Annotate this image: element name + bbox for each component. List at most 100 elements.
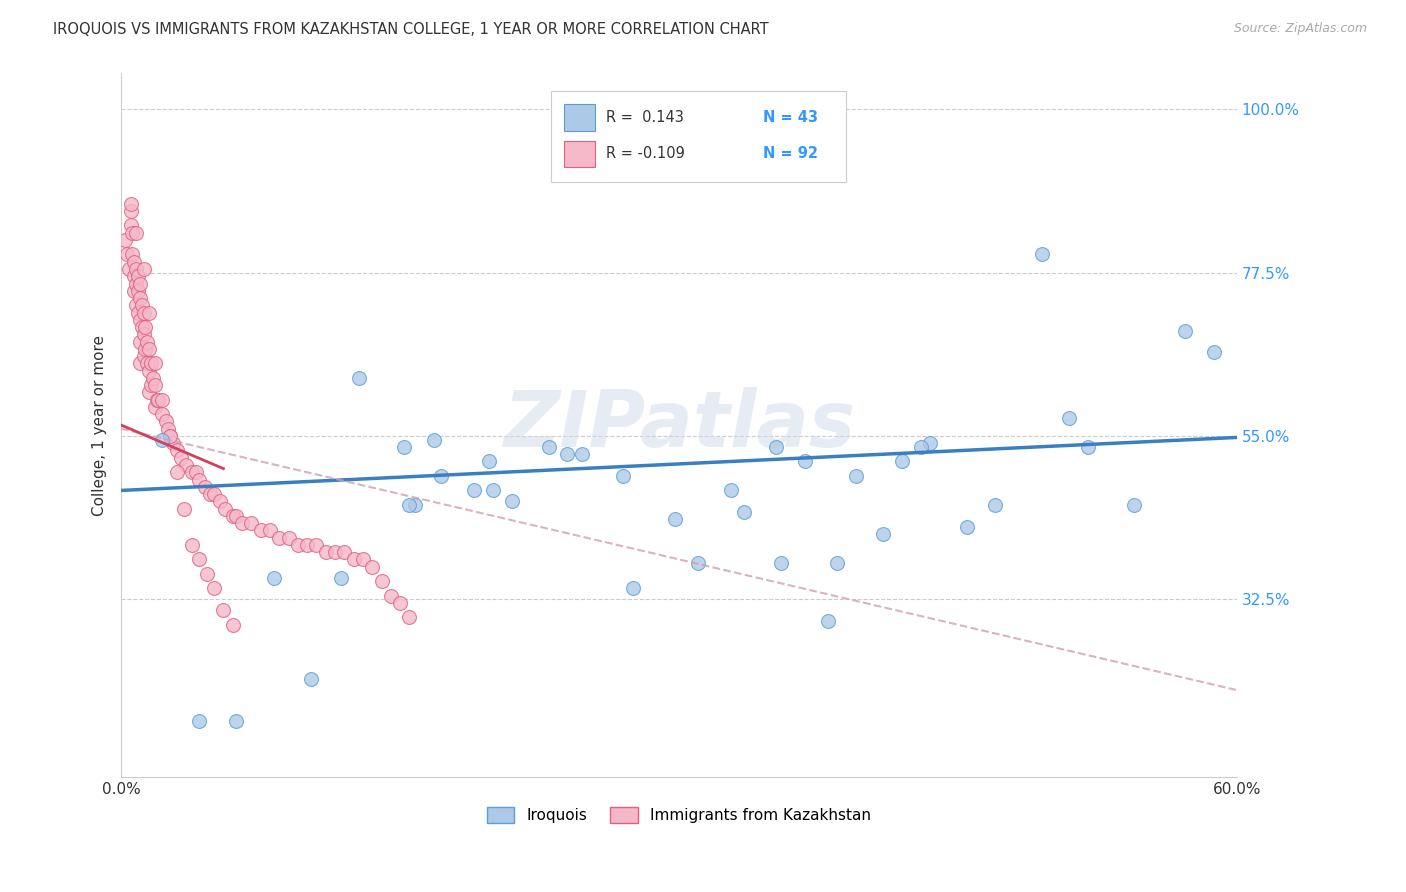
FancyBboxPatch shape	[551, 91, 846, 182]
Point	[222, 617, 245, 632]
Point	[194, 480, 217, 494]
Point	[686, 556, 709, 570]
Point	[422, 433, 444, 447]
Point	[621, 582, 644, 596]
Point	[166, 443, 188, 458]
Point	[121, 247, 143, 261]
Point	[156, 422, 179, 436]
Point	[482, 483, 505, 498]
Point	[259, 524, 281, 538]
Point	[333, 545, 356, 559]
Point	[343, 552, 366, 566]
Point	[138, 385, 160, 400]
Point	[1174, 324, 1197, 338]
Point	[370, 574, 392, 589]
Point	[180, 538, 202, 552]
Point	[174, 458, 197, 472]
Point	[212, 603, 235, 617]
Point	[162, 436, 184, 450]
Point	[295, 538, 318, 552]
Point	[132, 262, 155, 277]
Point	[115, 247, 138, 261]
Point	[1204, 345, 1226, 359]
Point	[398, 498, 420, 512]
Point	[202, 487, 225, 501]
Point	[315, 545, 337, 559]
Point	[142, 371, 165, 385]
Point	[150, 407, 173, 421]
Point	[872, 527, 894, 541]
Point	[127, 284, 149, 298]
Point	[225, 714, 247, 728]
Point	[122, 269, 145, 284]
Point	[501, 494, 523, 508]
FancyBboxPatch shape	[564, 141, 595, 168]
Point	[170, 450, 193, 465]
Point	[148, 392, 170, 407]
Point	[128, 291, 150, 305]
Text: R = -0.109: R = -0.109	[606, 146, 685, 161]
Point	[125, 277, 148, 291]
Point	[817, 614, 839, 628]
Point	[131, 298, 153, 312]
Point	[765, 440, 787, 454]
Point	[891, 454, 914, 468]
Point	[612, 469, 634, 483]
Point	[125, 298, 148, 312]
Point	[139, 378, 162, 392]
Point	[159, 429, 181, 443]
Point	[380, 589, 402, 603]
Point	[240, 516, 263, 530]
Legend: Iroquois, Immigrants from Kazakhstan: Iroquois, Immigrants from Kazakhstan	[481, 801, 877, 830]
Point	[134, 320, 156, 334]
Point	[132, 305, 155, 319]
Point	[122, 254, 145, 268]
Point	[398, 610, 420, 624]
Point	[150, 433, 173, 447]
Point	[145, 392, 167, 407]
Point	[180, 465, 202, 479]
Point	[389, 596, 412, 610]
Point	[984, 498, 1007, 512]
Point	[794, 454, 817, 468]
Point	[287, 538, 309, 552]
Point	[277, 531, 299, 545]
Point	[128, 313, 150, 327]
Point	[299, 672, 322, 686]
Point	[557, 447, 579, 461]
Point	[127, 305, 149, 319]
Point	[188, 714, 211, 728]
Point	[143, 356, 166, 370]
Point	[159, 429, 181, 443]
Point	[136, 356, 159, 370]
Point	[138, 305, 160, 319]
Point	[121, 226, 143, 240]
Point	[404, 498, 426, 512]
Point	[1031, 247, 1053, 261]
Point	[120, 219, 142, 233]
Y-axis label: College, 1 year or more: College, 1 year or more	[93, 334, 107, 516]
Point	[269, 531, 291, 545]
Point	[125, 262, 148, 277]
Point	[143, 378, 166, 392]
Point	[188, 473, 211, 487]
Point	[825, 556, 848, 570]
Point	[214, 501, 236, 516]
Point	[720, 483, 742, 498]
Point	[352, 552, 374, 566]
Point	[128, 277, 150, 291]
Text: N = 43: N = 43	[762, 110, 818, 125]
Point	[127, 269, 149, 284]
Point	[478, 454, 501, 468]
Point	[1123, 498, 1146, 512]
Point	[323, 545, 346, 559]
Point	[120, 203, 142, 218]
Point	[143, 400, 166, 414]
Point	[122, 284, 145, 298]
Point	[118, 262, 141, 277]
Point	[200, 487, 222, 501]
Point	[918, 436, 941, 450]
Point	[956, 520, 979, 534]
Point	[184, 465, 207, 479]
Point	[131, 320, 153, 334]
